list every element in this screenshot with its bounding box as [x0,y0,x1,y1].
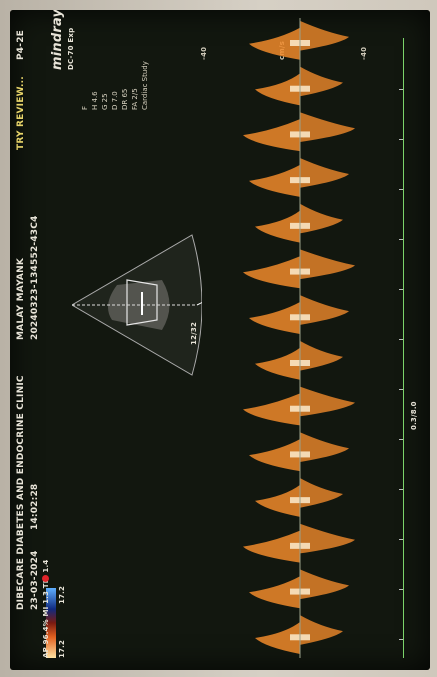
exam-date: 23-03-2024 [30,550,40,610]
doppler-beat-lower [300,386,355,417]
speed-marker: 0.3/8.0 [410,401,418,430]
time-tick [399,589,403,590]
doppler-beat-upper [255,210,300,243]
brand-logo: mindray [50,10,65,70]
time-tick [399,439,403,440]
clinic-name: DIBECARE DIABETES AND ENDOCRINE CLINIC [16,375,26,610]
doppler-beat-upper [255,73,300,106]
time-tick [399,139,403,140]
bmode-sector-image [72,234,202,376]
time-tick [399,389,403,390]
probe-label: P4-2E [16,29,26,60]
time-baseline [403,38,404,658]
doppler-beat-lower [300,340,343,371]
time-tick [399,489,403,490]
doppler-beat-lower [300,112,355,142]
doppler-beat-upper [255,622,300,654]
doppler-beat-lower [300,432,349,462]
doppler-beat-upper [243,119,300,152]
doppler-beat-upper [243,393,300,426]
review-label: TRY REVIEW... [16,76,26,150]
time-tick [399,639,403,640]
device-model: DC-70 Exp [67,27,75,70]
record-indicator-icon [42,575,49,582]
doppler-beat-upper [249,302,300,334]
doppler-beat-upper [249,27,300,60]
time-tick [399,189,403,190]
doppler-beat-upper [249,164,300,197]
doppler-beat-lower [300,523,355,554]
time-tick [399,339,403,340]
doppler-beat-lower [300,478,343,508]
doppler-beat-upper [255,484,300,517]
time-tick [399,239,403,240]
doppler-beat-upper [243,256,300,289]
time-tick [399,289,403,290]
doppler-beat-upper [249,439,300,472]
exam-time: 14:02:28 [30,483,40,530]
patient-name: MALAY MAYANK [16,258,26,340]
rotated-ui-layer: DIBECARE DIABETES AND ENDOCRINE CLINIC 2… [10,10,430,670]
doppler-beat-lower [300,615,343,645]
scale-label-top: -40 [200,46,208,60]
depth-marker: 12/32 [190,321,198,345]
time-tick [399,89,403,90]
doppler-beat-lower [300,158,349,188]
colorbar-label-low: 17.2 [58,639,66,658]
doppler-beat-lower [300,295,349,325]
doppler-beat-lower [300,249,355,280]
exam-id: 20240323-134552-43C4 [30,215,40,340]
doppler-beat-lower [300,203,343,234]
doppler-beat-lower [300,66,343,97]
doppler-beat-upper [249,576,300,609]
colorbar-label-high: 17.2 [58,585,66,604]
doppler-beat-lower [300,569,349,600]
doppler-beat-upper [243,530,300,563]
doppler-spectrum [243,18,355,658]
doppler-beat-lower [300,20,349,51]
time-tick [399,539,403,540]
ultrasound-screen: DIBECARE DIABETES AND ENDOCRINE CLINIC 2… [10,10,430,670]
doppler-beat-upper [255,347,300,380]
